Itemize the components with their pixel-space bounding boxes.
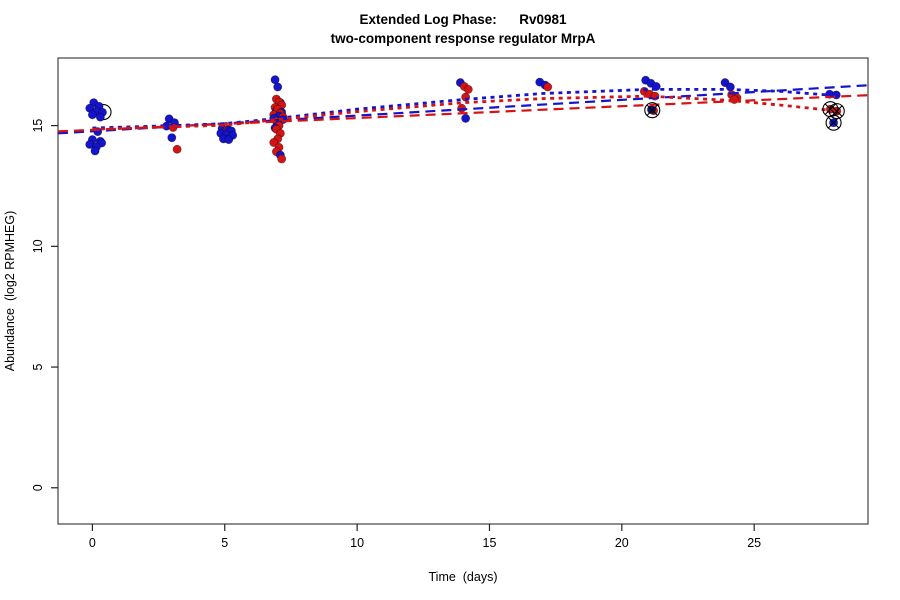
outlier-ring-x-marker — [822, 101, 839, 118]
data-point-blue — [270, 75, 280, 85]
marker-x-stroke — [824, 103, 837, 115]
blue-smooth-fit-line — [92, 87, 834, 130]
data-point-blue — [95, 112, 105, 122]
x-tick-label: 20 — [615, 536, 629, 550]
data-point-red — [543, 82, 553, 92]
y-axis-title: Abundance (log2 RPMHEG) — [3, 211, 17, 372]
plot-border-box — [57, 57, 869, 525]
outlier-ring-x-marker — [828, 103, 845, 120]
x-tick-label: 10 — [350, 536, 364, 550]
plot-area: 0 5 10 15 20 25 0 5 10 15 — [31, 57, 869, 550]
data-point-blue — [87, 110, 97, 120]
y-tick-label: 10 — [31, 239, 45, 253]
red-linear-fit-line — [57, 94, 869, 133]
data-point-blue — [224, 135, 234, 145]
x-axis-title: Time (days) — [429, 570, 498, 584]
x-tick-label: 15 — [483, 536, 497, 550]
y-tick-label: 5 — [31, 364, 45, 371]
data-point-blue — [167, 133, 177, 143]
data-point-blue — [273, 82, 283, 92]
data-point-blue — [90, 146, 100, 156]
data-point-blue — [461, 113, 471, 123]
data-point-red — [269, 138, 279, 147]
x-tick-label: 25 — [747, 536, 761, 550]
chart-subtitle: two-component response regulator MrpA — [331, 31, 596, 46]
marker-x-stroke — [646, 104, 658, 116]
data-point-red — [463, 84, 473, 94]
x-tick-label: 0 — [89, 536, 96, 550]
marker-x-stroke — [827, 117, 840, 129]
outlier-ring-x-marker — [644, 102, 661, 119]
marker-x-stroke — [831, 105, 843, 117]
y-tick-label: 0 — [31, 484, 45, 491]
outlier-ring-x-marker — [825, 114, 842, 131]
data-point-red — [277, 154, 287, 164]
chart-title: Extended Log Phase: Rv0981 — [359, 12, 567, 27]
y-tick-label: 15 — [31, 119, 45, 133]
data-point-red — [172, 144, 182, 154]
x-tick-label: 5 — [221, 536, 228, 550]
